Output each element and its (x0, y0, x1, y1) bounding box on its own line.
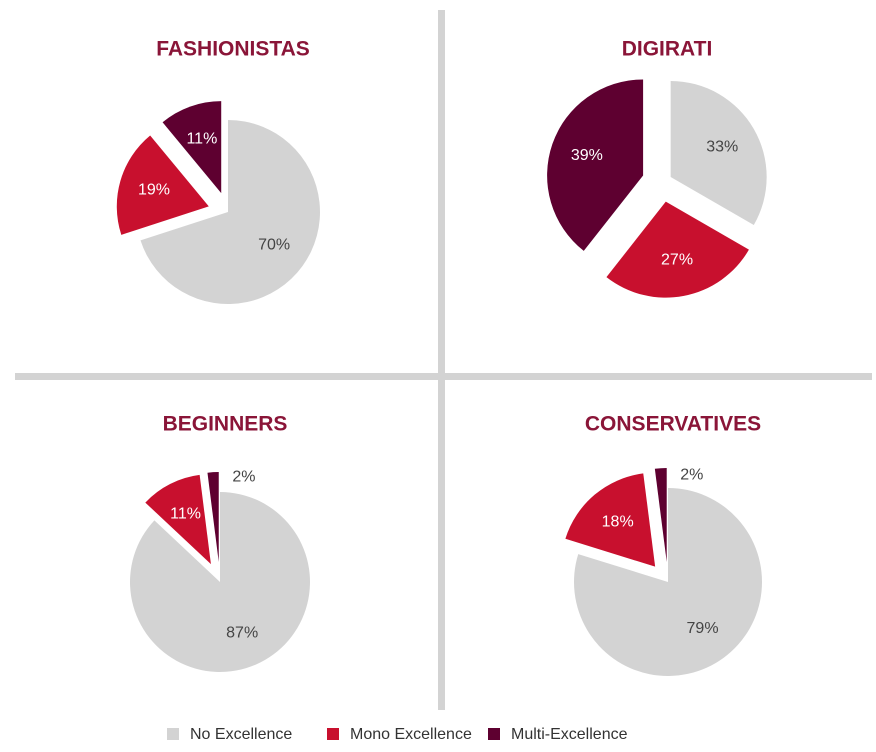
divider-vertical (438, 10, 445, 710)
pie-slice (140, 120, 321, 304)
legend-swatch (167, 728, 179, 740)
value-label: 2% (232, 468, 255, 485)
value-label: 18% (602, 513, 634, 530)
pie-slice (162, 101, 222, 194)
value-label: 11% (186, 131, 217, 148)
value-label: 27% (661, 251, 693, 268)
pie-slice (116, 135, 209, 235)
legend-swatch (327, 728, 339, 740)
legend-label: Multi-Excellence (511, 726, 628, 743)
pie-slice (574, 488, 762, 676)
value-label: 19% (138, 182, 170, 199)
pie-slice (670, 81, 767, 225)
value-label: 39% (571, 147, 603, 164)
pie-slice (207, 472, 219, 563)
value-label: 33% (706, 138, 738, 155)
pie-slice (606, 201, 749, 298)
pie-title: DIGIRATI (622, 38, 713, 61)
pie-slice (547, 79, 644, 251)
legend-label: No Excellence (190, 726, 292, 743)
pie-slice (565, 473, 656, 567)
pie-title: BEGINNERS (163, 413, 288, 436)
divider-horizontal (15, 373, 872, 380)
legend-label: Mono Excellence (350, 726, 472, 743)
pie-slice (654, 468, 667, 563)
pie-title: FASHIONISTAS (156, 38, 310, 61)
pie-slice (130, 492, 310, 672)
legend-swatch (488, 728, 500, 740)
pie-title: CONSERVATIVES (585, 413, 761, 436)
value-label: 79% (687, 620, 719, 637)
value-label: 70% (258, 237, 290, 254)
pie-slice (145, 474, 211, 565)
value-label: 87% (226, 624, 258, 641)
value-label: 2% (680, 466, 703, 483)
value-label: 11% (170, 506, 201, 523)
